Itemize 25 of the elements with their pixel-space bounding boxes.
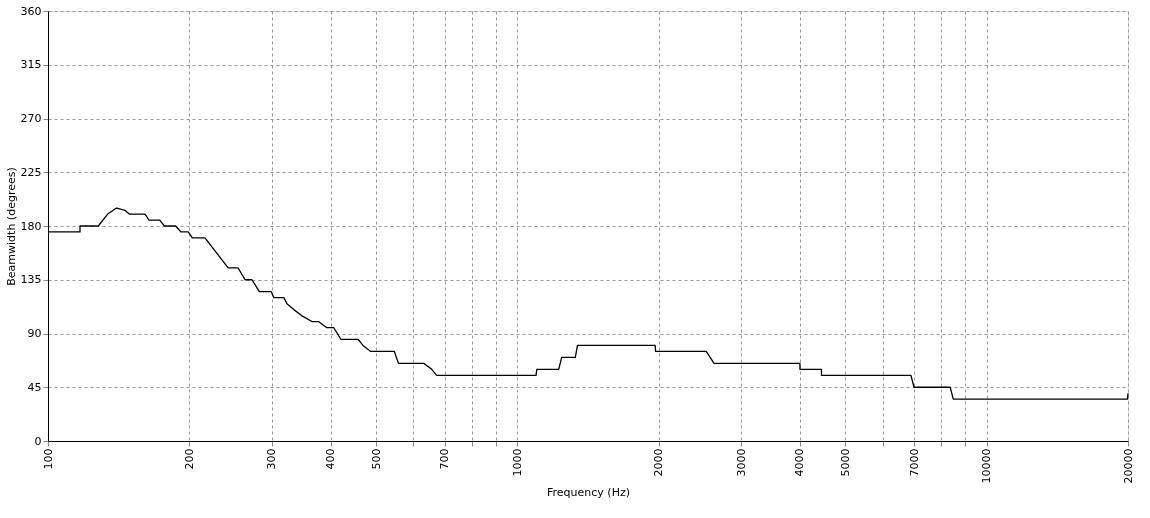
x-tick-label: 7000 <box>907 448 921 477</box>
x-tick-label: 2000 <box>652 448 666 477</box>
x-tick-label: 20000 <box>1121 448 1135 484</box>
y-tick-label: 315 <box>20 58 42 72</box>
y-tick-label: 135 <box>20 273 42 287</box>
x-tick-label: 1000 <box>510 448 524 477</box>
x-tick-label: 5000 <box>838 448 852 477</box>
x-tick-label: 10000 <box>980 448 994 484</box>
x-tick-label: 300 <box>265 448 279 470</box>
y-tick-label: 45 <box>27 380 42 394</box>
x-tick-label: 200 <box>182 448 196 470</box>
x-tick-label: 400 <box>324 448 338 470</box>
y-tick-label: 360 <box>20 4 42 18</box>
y-tick-label: 225 <box>20 165 42 179</box>
y-axis-title: Beamwidth (degrees) <box>4 167 18 286</box>
x-tick-label: 3000 <box>734 448 748 477</box>
x-tick-label: 4000 <box>793 448 807 477</box>
y-tick-label: 270 <box>20 112 42 125</box>
x-axis-title: Frequency (Hz) <box>547 486 630 500</box>
x-tick-label: 700 <box>438 448 452 470</box>
y-tick-label: 0 <box>34 434 42 448</box>
x-tick-label: 500 <box>369 448 383 470</box>
y-tick-label: 180 <box>20 219 42 233</box>
y-tick-label: 90 <box>27 327 42 340</box>
x-tick-label: 100 <box>41 448 55 470</box>
